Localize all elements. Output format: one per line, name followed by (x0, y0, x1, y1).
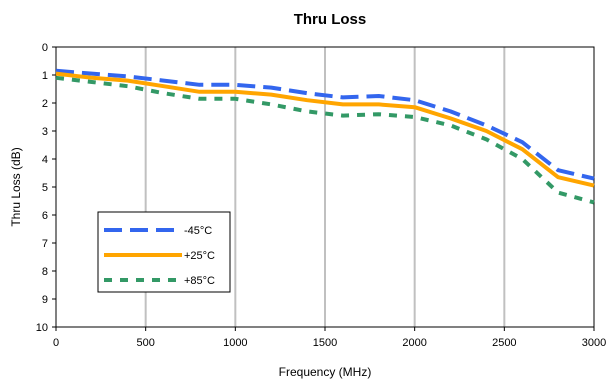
legend-label-2: +25°C (184, 250, 215, 262)
y-tick-label: 6 (42, 210, 48, 222)
y-tick-label: 2 (42, 98, 48, 110)
x-tick-label: 500 (136, 337, 154, 349)
y-tick-label: 3 (42, 126, 48, 138)
y-tick-label: 5 (42, 182, 48, 194)
legend-label-1: -45°C (184, 225, 212, 237)
series-line-1 (55, 68, 595, 181)
series-lines (55, 68, 595, 205)
x-tick-label: 2500 (492, 337, 516, 349)
y-tick-label: 10 (36, 322, 48, 334)
y-tick-label: 9 (42, 294, 48, 306)
y-tick-label: 0 (42, 42, 48, 54)
x-axis-label: Frequency (MHz) (279, 365, 372, 379)
y-tick-label: 8 (42, 266, 48, 278)
y-tick-label: 4 (42, 154, 48, 166)
x-tick-label: 1000 (223, 337, 247, 349)
series-line-2 (55, 71, 595, 188)
x-tick-label: 2000 (402, 337, 426, 349)
x-tick-label: 0 (53, 337, 59, 349)
y-tick-label: 1 (42, 70, 48, 82)
chart-title: Thru Loss (294, 11, 367, 28)
y-axis-label: Thru Loss (dB) (9, 147, 23, 226)
y-axis-ticks: 0 1 2 3 4 5 6 7 8 9 10 (36, 42, 56, 334)
legend: -45°C +25°C +85°C (97, 211, 231, 293)
x-tick-label: 3000 (582, 337, 606, 349)
y-tick-label: 7 (42, 238, 48, 250)
legend-label-3: +85°C (184, 275, 215, 287)
x-tick-label: 1500 (313, 337, 337, 349)
x-axis-ticks: 0 500 1000 1500 2000 2500 3000 (53, 327, 606, 349)
